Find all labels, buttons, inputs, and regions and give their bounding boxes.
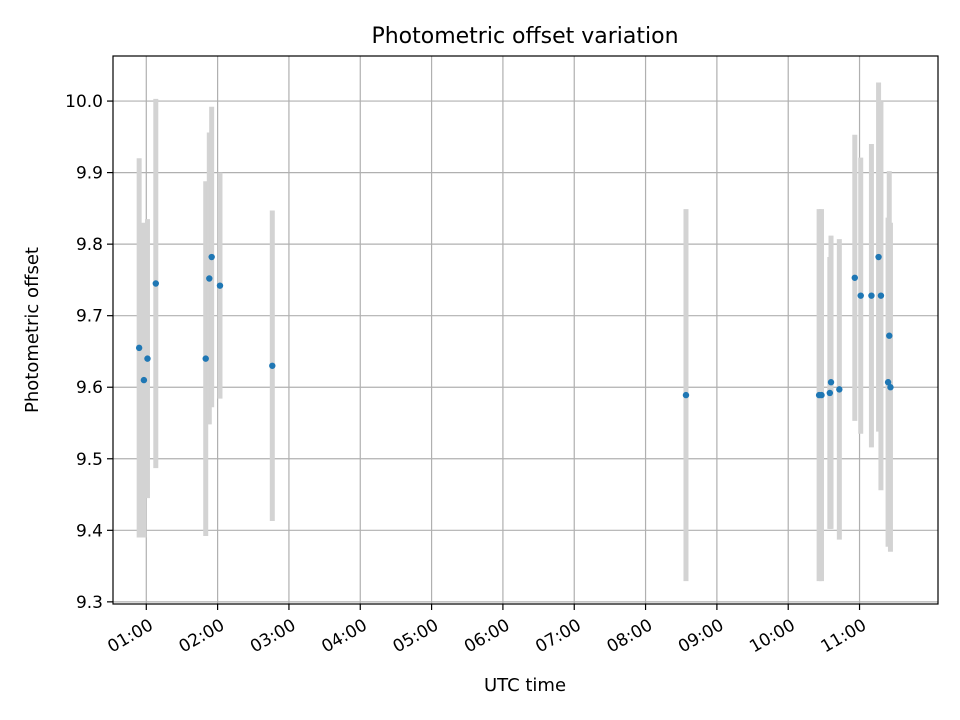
data-point	[851, 274, 858, 281]
data-point	[208, 253, 215, 261]
data-point	[886, 332, 893, 339]
y-tick-label: 9.8	[76, 235, 103, 255]
data-point	[875, 253, 882, 261]
y-tick-label: 9.4	[76, 521, 103, 541]
data-point	[682, 391, 690, 399]
data-point	[827, 379, 835, 386]
y-tick-label: 9.7	[76, 307, 103, 327]
data-point	[836, 386, 843, 393]
data-point	[877, 292, 885, 299]
y-tick-label: 9.6	[76, 378, 103, 398]
chart-title: Photometric offset variation	[371, 24, 678, 49]
data-point	[868, 292, 875, 299]
data-point	[140, 376, 148, 384]
x-axis-label: UTC time	[484, 675, 566, 696]
y-tick-label: 9.9	[76, 164, 103, 184]
data-point	[884, 379, 892, 386]
data-point	[206, 275, 213, 282]
data-point	[269, 362, 276, 369]
data-point	[202, 355, 209, 362]
y-tick-label: 9.3	[76, 593, 103, 613]
data-point	[826, 389, 834, 397]
data-point	[152, 280, 159, 287]
plot-frame	[112, 55, 939, 605]
y-axis-label: Photometric offset	[22, 247, 43, 413]
data-points	[135, 253, 894, 399]
y-tick-label: 9.5	[76, 450, 103, 470]
data-point	[818, 391, 825, 399]
data-point	[216, 282, 224, 289]
y-tick-label: 10.0	[65, 92, 103, 112]
data-point	[144, 355, 151, 362]
data-point	[135, 344, 143, 352]
y-axis-ticks: 9.3 9.4 9.5 9.6 9.7 9.8 9.9 10.0	[65, 92, 113, 613]
data-point	[887, 384, 894, 391]
data-point	[857, 292, 864, 299]
